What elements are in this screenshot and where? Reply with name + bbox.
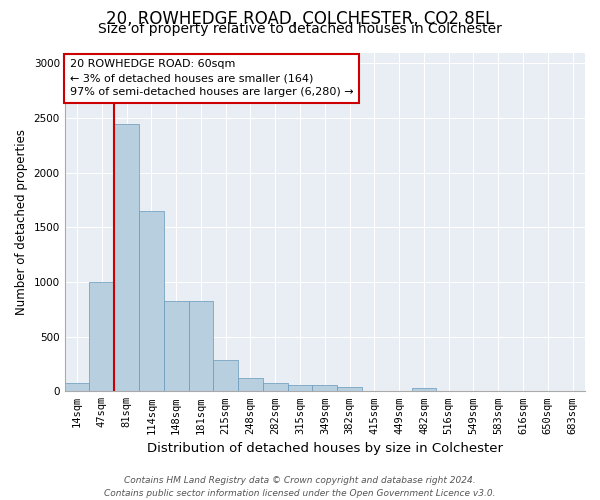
- Bar: [114, 124, 139, 392]
- Bar: [164, 300, 188, 392]
- Bar: [263, 382, 287, 392]
- Text: 20 ROWHEDGE ROAD: 60sqm
← 3% of detached houses are smaller (164)
97% of semi-de: 20 ROWHEDGE ROAD: 60sqm ← 3% of detached…: [70, 60, 353, 98]
- Bar: [188, 300, 214, 392]
- Text: Size of property relative to detached houses in Colchester: Size of property relative to detached ho…: [98, 22, 502, 36]
- Bar: [287, 386, 313, 392]
- Bar: [139, 211, 164, 392]
- Bar: [89, 282, 114, 392]
- Bar: [214, 360, 238, 392]
- Bar: [65, 383, 89, 392]
- Y-axis label: Number of detached properties: Number of detached properties: [15, 129, 28, 315]
- Bar: [313, 386, 337, 392]
- Bar: [412, 388, 436, 392]
- Text: 20, ROWHEDGE ROAD, COLCHESTER, CO2 8EL: 20, ROWHEDGE ROAD, COLCHESTER, CO2 8EL: [106, 10, 494, 28]
- X-axis label: Distribution of detached houses by size in Colchester: Distribution of detached houses by size …: [147, 442, 503, 455]
- Bar: [337, 387, 362, 392]
- Bar: [238, 378, 263, 392]
- Text: Contains HM Land Registry data © Crown copyright and database right 2024.
Contai: Contains HM Land Registry data © Crown c…: [104, 476, 496, 498]
